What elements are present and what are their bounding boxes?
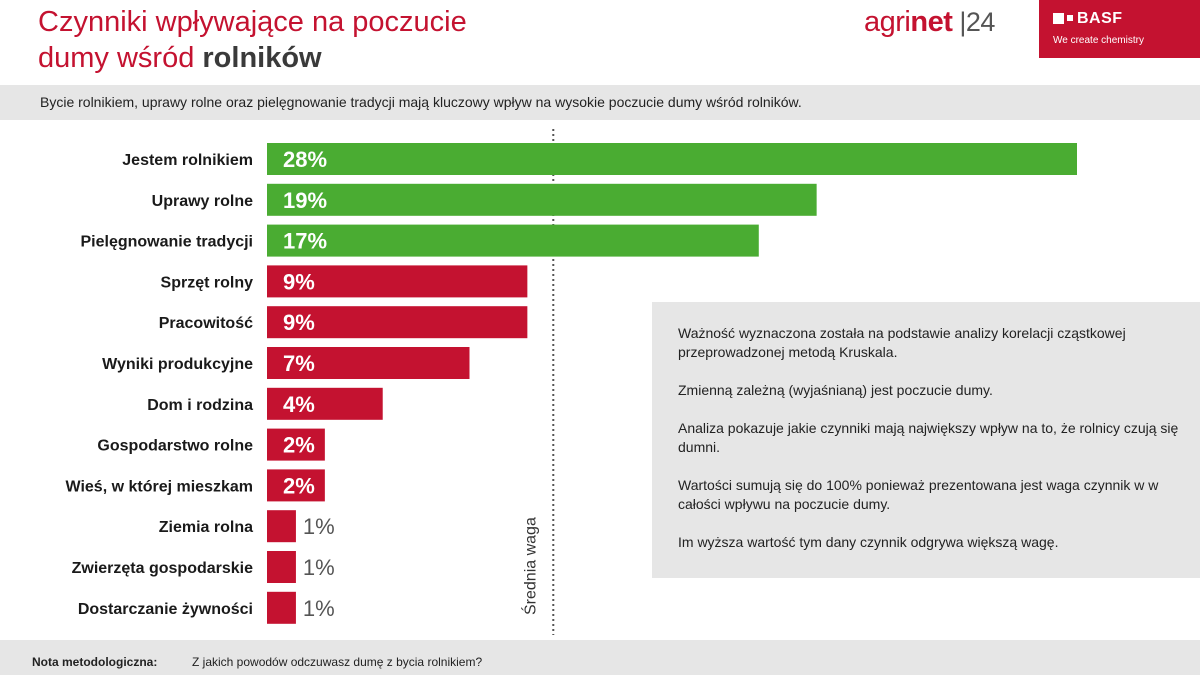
value-label: 9%: [283, 269, 315, 294]
category-label: Wyniki produkcyjne: [102, 356, 253, 373]
agrinet-logo: agrinet |24: [864, 6, 995, 39]
footer-text: Z jakich powodów odczuwasz dumę z bycia …: [192, 655, 483, 669]
page-title: Czynniki wpływające na poczucie dumy wśr…: [38, 4, 558, 76]
bar: [267, 387, 383, 420]
bar: [267, 469, 325, 502]
value-label: 2%: [283, 473, 315, 498]
value-label: 4%: [283, 392, 315, 417]
value-label: 17%: [283, 229, 327, 254]
category-label: Jestem rolnikiem: [122, 152, 253, 169]
bar: [267, 143, 1077, 175]
info-paragraph-5: Im wyższa wartość tym dany czynnik odgry…: [678, 534, 1059, 550]
footer-band: Nota metodologiczna: Z jakich powodów od…: [0, 640, 1200, 675]
value-label: 1%: [303, 596, 335, 621]
category-label: Sprzęt rolny: [161, 274, 254, 291]
category-label: Dostarczanie żywności: [78, 601, 253, 618]
title-line1: Czynniki wpływające na poczucie: [38, 6, 467, 38]
info-paragraph-1: Ważność wyznaczona została na podstawie …: [678, 325, 1126, 360]
basf-tagline: We create chemistry: [1053, 35, 1144, 46]
basf-logo-mark: BASF: [1053, 10, 1123, 28]
subtitle-band: Bycie rolnikiem, uprawy rolne oraz pielę…: [0, 85, 1200, 120]
info-paragraph-4: Wartości sumują się do 100% ponieważ pre…: [678, 477, 1159, 512]
basf-dot-icon: [1067, 15, 1073, 21]
reference-line-label: Średnia waga: [520, 517, 539, 615]
value-label: 1%: [303, 514, 335, 539]
category-label: Zwierzęta gospodarskie: [72, 560, 253, 577]
category-label: Ziemia rolna: [159, 519, 253, 536]
value-label: 7%: [283, 351, 315, 376]
basf-square-icon: [1053, 13, 1064, 24]
value-label: 9%: [283, 310, 315, 335]
bar: [267, 591, 296, 624]
category-label: Uprawy rolne: [152, 193, 253, 210]
bar: [267, 347, 470, 379]
agrinet-logo-agri: agri: [864, 6, 911, 38]
agrinet-logo-net: net: [910, 6, 953, 38]
value-label: 1%: [303, 555, 335, 580]
bar: [267, 306, 528, 339]
bar: [267, 183, 817, 216]
info-paragraph-2: Zmienną zależną (wyjaśnianą) jest poczuc…: [678, 382, 993, 398]
info-paragraph-3: Analiza pokazuje jakie czynniki mają naj…: [678, 420, 1179, 455]
agrinet-logo-separator: |: [952, 7, 966, 37]
bar: [267, 224, 759, 257]
category-label: Gospodarstwo rolne: [97, 438, 253, 455]
category-label: Pracowitość: [159, 315, 253, 332]
category-label: Wieś, w której mieszkam: [66, 478, 254, 495]
basf-logo-text: BASF: [1077, 10, 1123, 27]
title-line2: dumy wśród: [38, 42, 203, 74]
value-label: 28%: [283, 147, 327, 172]
bar: [267, 510, 296, 543]
category-label: Dom i rodzina: [147, 397, 253, 414]
basf-logo: BASF We create chemistry: [1039, 0, 1200, 58]
bar: [267, 551, 296, 583]
subtitle: Bycie rolnikiem, uprawy rolne oraz pielę…: [40, 94, 802, 110]
bar: [267, 265, 528, 298]
bar: [267, 428, 325, 461]
category-label: Pielęgnowanie tradycji: [81, 234, 254, 251]
methodology-info-box: Ważność wyznaczona została na podstawie …: [652, 302, 1200, 578]
title-line2-bold: rolników: [202, 42, 322, 74]
agrinet-logo-year: 24: [965, 7, 996, 37]
bar-chart: Średnia waga Jestem rolnikiem 28% Uprawy ro…: [66, 129, 1077, 635]
value-label: 19%: [283, 188, 327, 213]
value-label: 2%: [283, 433, 315, 458]
footer-label: Nota metodologiczna:: [32, 655, 158, 669]
